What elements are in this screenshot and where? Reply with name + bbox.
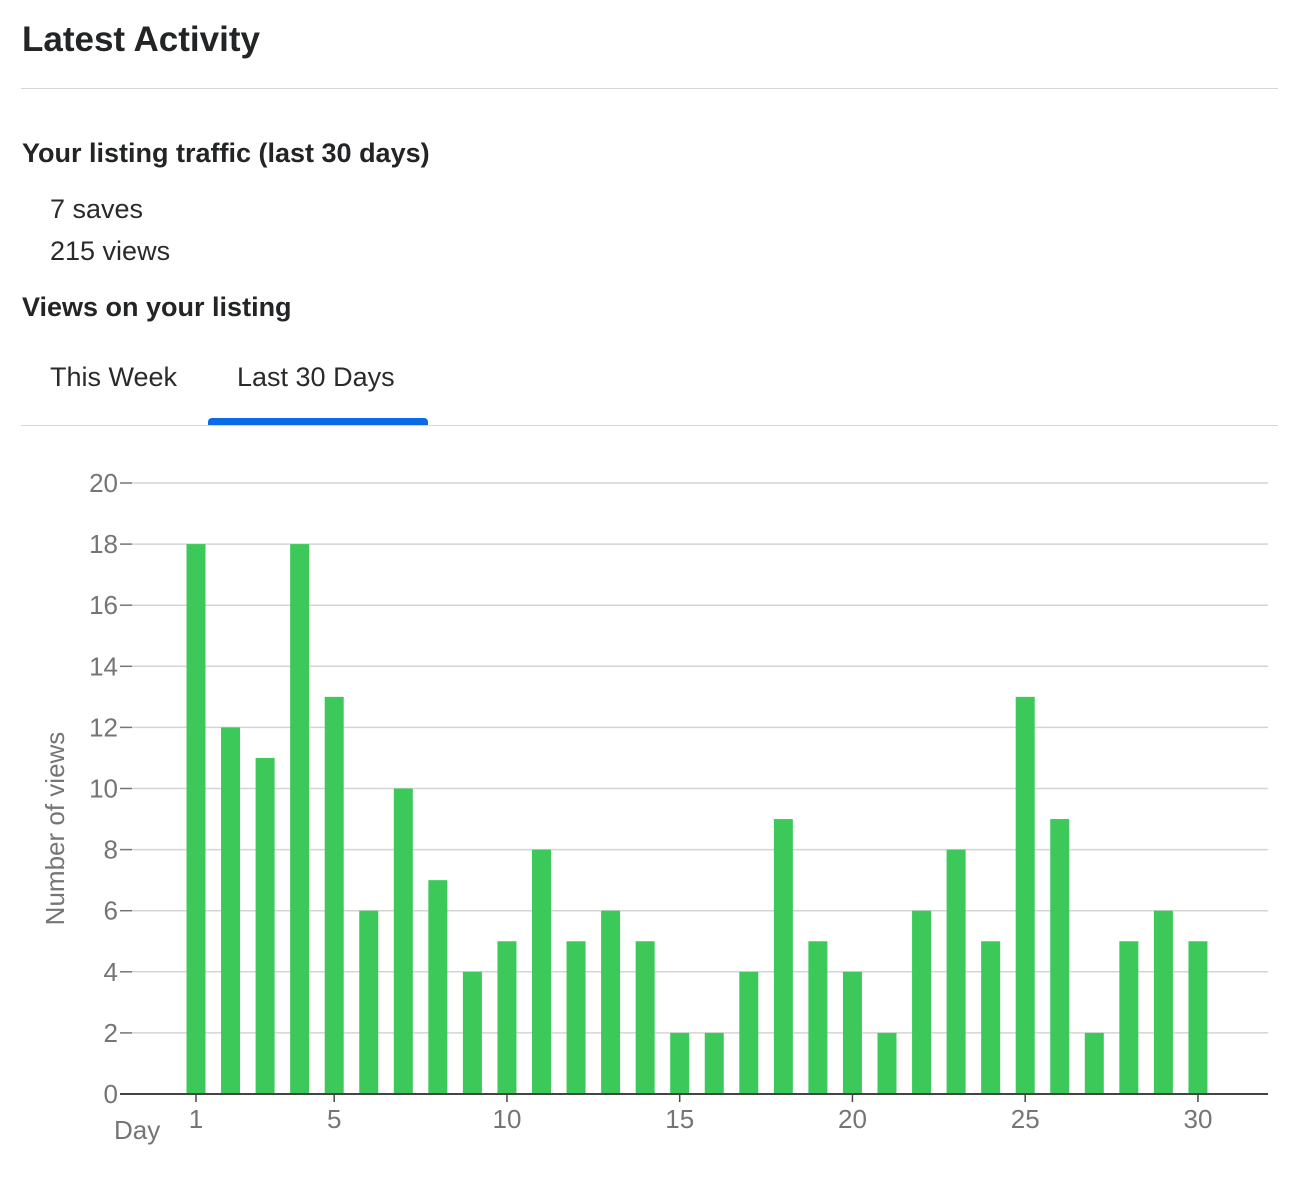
bar-day-10: [497, 941, 517, 1094]
bar-day-3: [255, 757, 275, 1094]
bar-day-7: [393, 788, 413, 1094]
views-chart-title: Views on your listing: [22, 292, 292, 322]
y-axis: 0 2 4 6 8 10 12 14 16 18 20: [89, 468, 132, 1109]
traffic-title: Your listing traffic (last 30 days): [22, 138, 430, 168]
bar-day-6: [359, 910, 379, 1094]
bar-day-21: [877, 1032, 897, 1094]
bar-day-5: [324, 696, 344, 1094]
bar-day-1: [186, 544, 206, 1094]
bar-day-28: [1119, 941, 1139, 1094]
bar-day-19: [808, 941, 828, 1094]
bar-day-23: [946, 849, 966, 1094]
bar-day-16: [704, 1032, 724, 1094]
views-count: 215 views: [50, 236, 171, 266]
x-tick-label: 5: [327, 1104, 341, 1134]
bar-day-8: [428, 880, 448, 1094]
x-tick-label: 10: [492, 1104, 521, 1134]
x-axis: 1 5 10 15 20 25 30: [120, 1093, 1268, 1134]
y-axis-label: Number of views: [40, 732, 70, 926]
y-tick-label: 2: [104, 1018, 118, 1048]
x-tick-label: 1: [189, 1104, 203, 1134]
bar-day-17: [739, 971, 759, 1094]
bar-day-9: [462, 971, 482, 1094]
bar-day-22: [912, 910, 932, 1094]
y-tick-label: 10: [89, 774, 118, 804]
bar-day-11: [532, 849, 551, 1094]
y-tick-label: 20: [89, 468, 118, 498]
y-tick-label: 16: [89, 590, 118, 620]
bar-day-30: [1188, 941, 1208, 1094]
bar-day-2: [221, 727, 241, 1094]
x-tick-label: 20: [838, 1104, 867, 1134]
bar-day-13: [601, 910, 621, 1094]
bar-day-20: [842, 971, 862, 1094]
x-tick-label: 25: [1011, 1104, 1040, 1134]
y-tick-label: 12: [89, 712, 118, 742]
y-tick-label: 6: [104, 896, 118, 926]
header-divider: [21, 88, 1278, 89]
saves-count: 7 saves: [50, 194, 144, 224]
tab-last-30-days[interactable]: Last 30 Days: [237, 362, 395, 392]
bar-day-24: [981, 941, 1001, 1094]
bar-day-25: [1015, 696, 1035, 1094]
bar-day-14: [635, 941, 655, 1094]
bar-day-26: [1050, 819, 1070, 1094]
chart-gridlines: [132, 482, 1268, 1034]
bar-day-27: [1084, 1032, 1104, 1094]
bar-day-15: [670, 1032, 690, 1094]
x-tick-label: 30: [1183, 1104, 1212, 1134]
y-tick-label: 14: [89, 651, 118, 681]
y-tick-label: 4: [104, 957, 118, 987]
tab-this-week[interactable]: This Week: [50, 362, 178, 392]
bar-day-29: [1153, 910, 1173, 1094]
bar-day-12: [566, 941, 586, 1094]
y-tick-label: 0: [104, 1079, 118, 1109]
active-tab-indicator: [208, 418, 428, 425]
section-title: Latest Activity: [22, 20, 260, 59]
tabs-divider: [21, 425, 1278, 426]
x-axis-label: Day: [114, 1115, 160, 1145]
chart-bars: [186, 544, 1208, 1094]
bar-day-4: [290, 544, 310, 1094]
y-tick-label: 18: [89, 529, 118, 559]
bar-day-18: [773, 819, 793, 1094]
x-tick-label: 15: [665, 1104, 694, 1134]
y-tick-label: 8: [104, 835, 118, 865]
